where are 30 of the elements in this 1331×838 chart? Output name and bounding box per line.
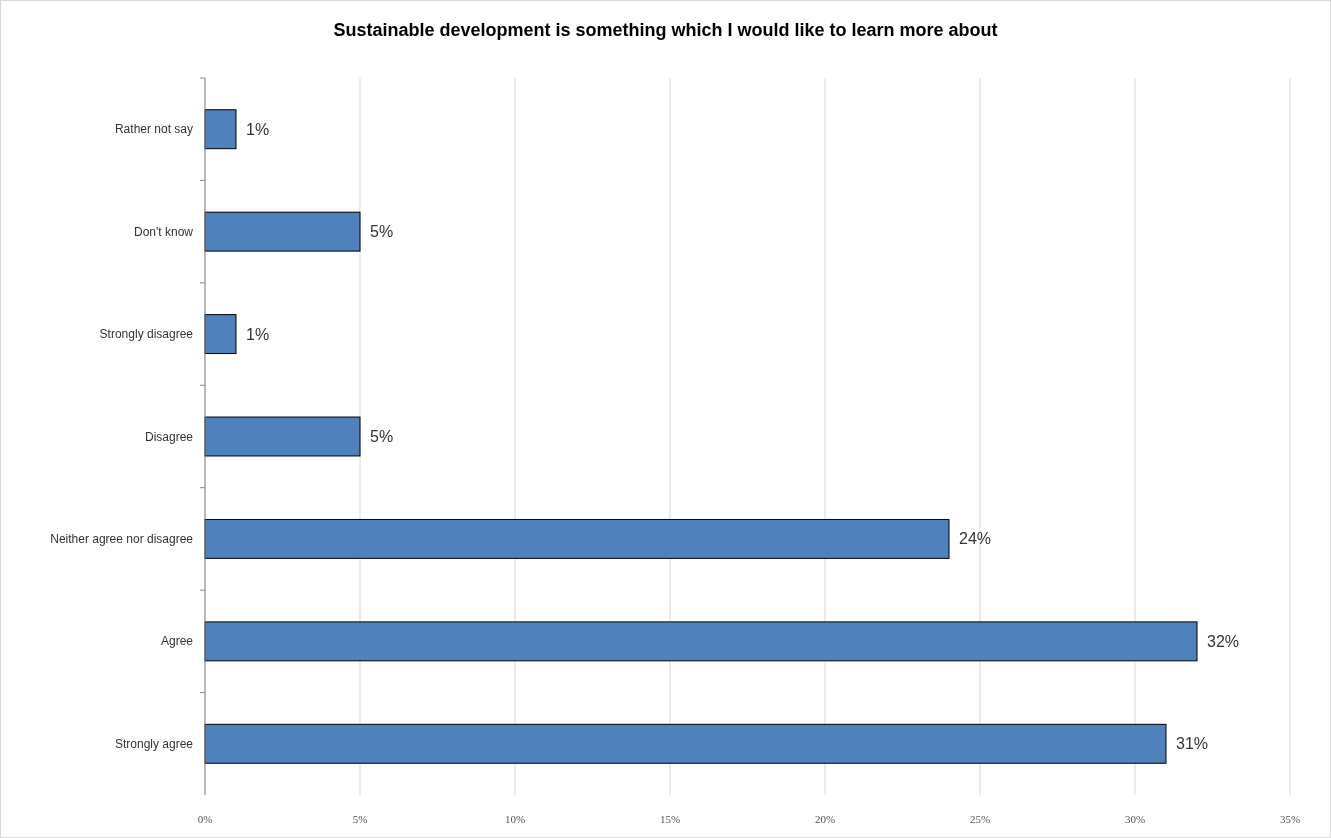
bar	[204, 723, 1167, 764]
data-label: 24%	[959, 530, 992, 548]
y-tick-label: Don't know	[134, 224, 194, 239]
x-tick-label: 30%	[1124, 813, 1146, 825]
data-label: 5%	[370, 428, 394, 445]
y-tick-label: Strongly disagree	[99, 327, 194, 342]
y-tick-label: Strongly agree	[114, 736, 194, 751]
x-tick-label: 20%	[814, 813, 836, 825]
x-tick-label: 0%	[197, 813, 213, 825]
bar	[204, 109, 237, 150]
y-tick-label: Disagree	[144, 429, 194, 444]
data-label: 31%	[1176, 735, 1209, 753]
bar	[204, 518, 950, 559]
data-label: 1%	[246, 325, 270, 343]
x-tick-label: 15%	[659, 813, 681, 825]
y-tick-label: Agree	[160, 634, 194, 649]
data-label: 32%	[1207, 632, 1240, 650]
bar	[204, 416, 361, 457]
x-tick-label: 10%	[504, 813, 526, 825]
y-tick-label: Rather not say	[114, 122, 193, 137]
data-label: 5%	[370, 223, 394, 241]
chart-title: Sustainable development is something which I would like to learn more about	[333, 20, 998, 40]
y-tick-label: Neither agree nor disagree	[50, 531, 194, 546]
x-tick-label: 5%	[352, 813, 368, 825]
bar	[204, 211, 361, 252]
bar	[204, 621, 1198, 662]
data-label: 1%	[246, 120, 270, 138]
x-tick-label: 35%	[1279, 813, 1301, 825]
bar	[204, 314, 237, 355]
x-tick-label: 25%	[969, 813, 991, 825]
